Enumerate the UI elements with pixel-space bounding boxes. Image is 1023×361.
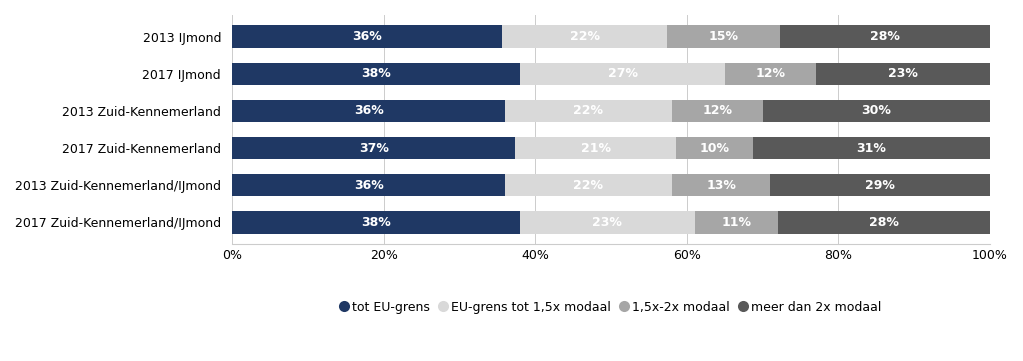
Bar	[667, 25, 780, 48]
Bar	[232, 211, 521, 234]
Text: 10%: 10%	[700, 142, 729, 155]
Bar	[695, 211, 777, 234]
Text: 27%: 27%	[608, 67, 637, 80]
Bar	[516, 137, 676, 159]
Text: 38%: 38%	[361, 216, 391, 229]
Text: 28%: 28%	[871, 30, 900, 43]
Legend: tot EU-grens, EU-grens tot 1,5x modaal, 1,5x-2x modaal, meer dan 2x modaal: tot EU-grens, EU-grens tot 1,5x modaal, …	[341, 301, 882, 314]
Text: 12%: 12%	[702, 104, 732, 117]
Bar	[725, 62, 815, 85]
Text: 37%: 37%	[359, 142, 389, 155]
Bar	[502, 25, 667, 48]
Bar	[232, 62, 521, 85]
Text: 36%: 36%	[354, 104, 384, 117]
Bar	[505, 100, 672, 122]
Bar	[672, 174, 770, 196]
Text: 38%: 38%	[361, 67, 391, 80]
Text: 36%: 36%	[352, 30, 383, 43]
Text: 13%: 13%	[706, 179, 736, 192]
Bar	[232, 174, 505, 196]
Bar	[780, 25, 990, 48]
Bar	[763, 100, 990, 122]
Text: 29%: 29%	[865, 179, 895, 192]
Text: 15%: 15%	[709, 30, 739, 43]
Text: 22%: 22%	[574, 104, 604, 117]
Bar	[521, 211, 695, 234]
Bar	[232, 100, 505, 122]
Bar	[672, 100, 763, 122]
Text: 22%: 22%	[570, 30, 599, 43]
Text: 28%: 28%	[869, 216, 899, 229]
Text: 21%: 21%	[581, 142, 611, 155]
Text: 31%: 31%	[856, 142, 886, 155]
Bar	[777, 211, 990, 234]
Text: 23%: 23%	[888, 67, 918, 80]
Text: 23%: 23%	[592, 216, 622, 229]
Text: 30%: 30%	[861, 104, 891, 117]
Bar	[753, 137, 990, 159]
Bar	[521, 62, 725, 85]
Bar	[815, 62, 990, 85]
Text: 11%: 11%	[721, 216, 751, 229]
Text: 36%: 36%	[354, 179, 384, 192]
Bar	[505, 174, 672, 196]
Bar	[232, 25, 502, 48]
Text: 22%: 22%	[574, 179, 604, 192]
Bar	[770, 174, 990, 196]
Bar	[232, 137, 516, 159]
Bar	[676, 137, 753, 159]
Text: 12%: 12%	[755, 67, 786, 80]
